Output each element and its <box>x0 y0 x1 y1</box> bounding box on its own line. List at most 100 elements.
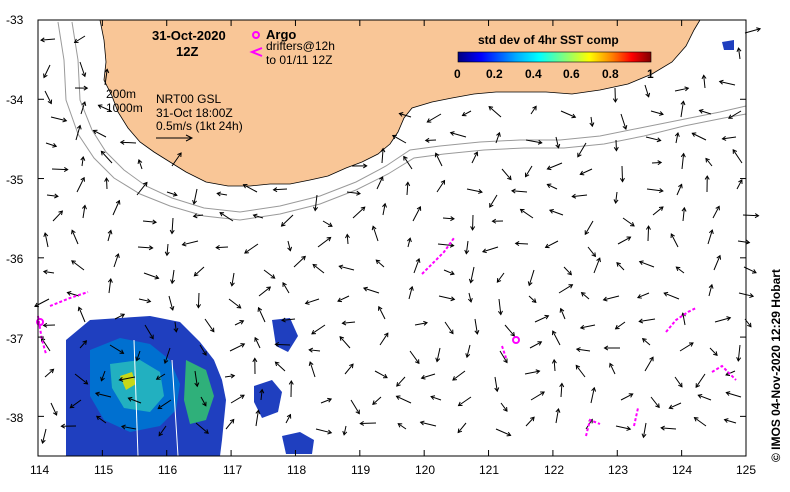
current-arrow-head <box>519 208 525 214</box>
current-arrow-head <box>341 320 347 326</box>
current-arrow <box>661 427 677 430</box>
current-arrow-head <box>94 391 100 397</box>
current-arrow <box>652 206 664 216</box>
current-arrow-head <box>181 241 187 247</box>
current-arrow <box>617 236 631 245</box>
current-arrow-head <box>457 401 463 407</box>
colorbar <box>457 51 652 63</box>
current-arrow <box>379 332 389 346</box>
current-arrow <box>311 324 326 335</box>
current-arrow-head <box>695 383 700 388</box>
current-arrow <box>42 428 47 444</box>
current-arrow-head <box>118 376 124 382</box>
current-arrow <box>392 134 407 144</box>
current-arrow <box>105 178 108 190</box>
current-arrow-head <box>708 229 714 235</box>
current-arrow-head <box>591 252 597 258</box>
current-arrow <box>282 282 290 294</box>
current-arrow-head <box>449 270 455 276</box>
current-arrow-head <box>415 257 421 263</box>
current-arrow-head <box>308 361 314 367</box>
current-arrow-head <box>135 356 141 362</box>
current-arrow-head <box>169 229 175 235</box>
current-arrow-head <box>242 183 248 189</box>
current-arrow <box>499 350 508 363</box>
current-arrow-head <box>380 147 386 153</box>
current-arrow-head <box>530 416 535 422</box>
current-arrow-head <box>405 181 411 187</box>
current-arrow <box>500 402 508 412</box>
current-arrow-head <box>626 426 632 431</box>
current-arrow-head <box>115 253 120 259</box>
current-arrow-head <box>286 413 292 419</box>
current-arrow <box>443 269 455 275</box>
current-arrow-head <box>616 261 621 267</box>
current-arrow <box>44 368 54 378</box>
current-arrow <box>647 226 650 242</box>
current-arrow <box>737 344 741 361</box>
current-arrow-head <box>537 341 543 346</box>
current-arrow-head <box>555 407 561 413</box>
current-arrow <box>560 110 576 118</box>
current-arrow-head <box>725 391 731 396</box>
current-arrow-head <box>567 270 573 276</box>
current-arrow <box>293 256 306 268</box>
current-arrow <box>736 179 743 190</box>
current-arrow <box>372 396 382 405</box>
current-arrow-head <box>398 112 404 117</box>
current-arrow-head <box>62 117 68 123</box>
current-arrow-head <box>691 132 697 137</box>
current-arrow-head <box>638 260 644 266</box>
current-arrow <box>545 240 559 248</box>
current-arrow <box>530 106 537 115</box>
current-arrow <box>674 87 689 92</box>
current-arrow-head <box>575 347 581 353</box>
current-arrow-head <box>496 278 502 283</box>
current-arrow <box>642 422 647 438</box>
current-arrow-head <box>452 376 457 381</box>
current-arrow <box>258 307 266 323</box>
current-arrow-head <box>622 125 628 130</box>
current-arrow <box>676 184 683 196</box>
current-arrow <box>346 191 361 195</box>
current-arrow-head <box>494 387 500 393</box>
current-arrow-head <box>461 111 467 117</box>
current-arrow-head <box>254 336 259 342</box>
current-arrow <box>593 257 601 274</box>
current-arrow <box>414 322 428 326</box>
current-arrow <box>273 188 288 191</box>
current-arrow-head <box>626 236 632 241</box>
current-arrow <box>458 396 472 407</box>
current-arrow-head <box>81 72 87 78</box>
current-arrow-head <box>326 236 332 242</box>
current-arrow <box>258 286 271 297</box>
current-arrow <box>639 318 656 322</box>
current-arrow-head <box>449 131 455 136</box>
current-arrow-head <box>375 259 381 265</box>
current-arrow <box>46 194 58 197</box>
current-arrow-head <box>506 431 512 437</box>
current-arrow <box>494 376 498 392</box>
current-arrow <box>698 394 712 401</box>
current-arrow <box>450 132 467 138</box>
current-arrow-head <box>580 291 586 297</box>
current-arrow <box>412 206 421 222</box>
current-arrow-head <box>49 368 55 374</box>
current-arrow <box>230 394 245 404</box>
current-arrow <box>171 217 174 234</box>
current-arrow-head <box>449 329 454 335</box>
current-arrow-head <box>527 281 533 287</box>
current-arrow <box>663 292 680 300</box>
current-arrow-head <box>510 331 515 337</box>
current-arrow-head <box>424 137 430 143</box>
current-arrow <box>360 422 377 425</box>
current-arrow <box>707 229 713 245</box>
current-arrow <box>560 308 566 320</box>
current-arrow-head <box>58 210 64 216</box>
current-arrow <box>436 180 445 193</box>
current-arrow-head <box>584 230 590 236</box>
colorbar-tick: 0.2 <box>486 67 503 81</box>
current-arrow <box>713 255 721 271</box>
current-arrow-head <box>473 151 479 157</box>
current-arrow-head <box>104 68 110 74</box>
